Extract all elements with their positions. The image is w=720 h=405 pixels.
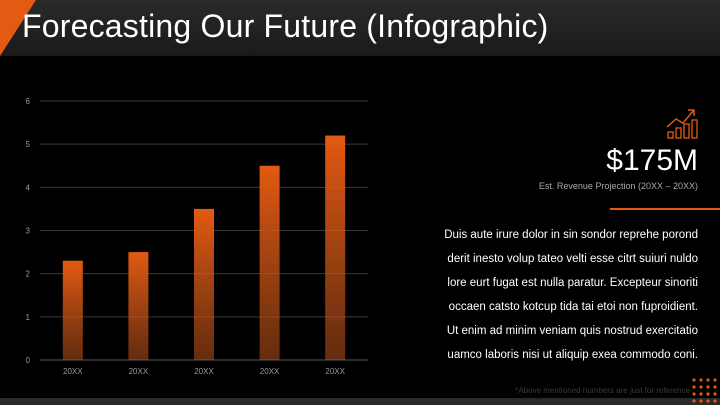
body-line: occaen catsto kotcup tida tai etoi non f…: [448, 301, 698, 313]
bar: [259, 165, 280, 360]
body-text: Duis aute irure dolor in sin sondor repr…: [384, 223, 698, 367]
y-tick-label: 5: [26, 140, 31, 149]
growth-chart-icon: [666, 109, 698, 139]
x-tick-label: 20XX: [63, 367, 83, 376]
dot-pattern-decoration: [692, 378, 717, 403]
x-tick-label: 20XX: [129, 367, 149, 376]
bar-chart: 0 1 2 3 4 5 6 20XX 20XX 20XX 20XX 20XX: [0, 56, 380, 391]
page-title: Forecasting Our Future (Infographic): [22, 8, 549, 44]
y-tick-label: 2: [26, 270, 31, 279]
stat-value: $175M: [606, 144, 698, 177]
bar-chart-svg: 0 1 2 3 4 5 6 20XX 20XX 20XX 20XX 20XX: [26, 97, 368, 376]
body-line: derit inesto volup tateo velti esse citr…: [447, 253, 698, 265]
stat-divider: [610, 208, 720, 210]
x-tick-label: 20XX: [260, 367, 280, 376]
y-tick-label: 1: [26, 313, 31, 322]
stat-caption: Est. Revenue Projection (20XX – 20XX): [538, 181, 698, 191]
bottom-bar: [0, 398, 720, 405]
x-tick-label: 20XX: [325, 367, 345, 376]
footnote: *Above mentioned numbers are just for re…: [515, 386, 690, 395]
bar: [128, 252, 149, 360]
title-bar: Forecasting Our Future (Infographic): [0, 0, 720, 56]
body-line: Ut enim ad minim veniam quis nostrud exe…: [446, 325, 698, 337]
body-line: lore eurt fugat est nulla paratur. Excep…: [447, 277, 698, 289]
body-line: Duis aute irure dolor in sin sondor repr…: [444, 229, 698, 241]
bar: [62, 260, 83, 360]
bar: [194, 208, 214, 360]
bar: [325, 135, 346, 360]
body-line: uamco laboris nisi ut aliquip exea commo…: [447, 349, 698, 361]
y-tick-label: 4: [26, 183, 31, 192]
x-tick-label: 20XX: [194, 367, 214, 376]
y-tick-label: 0: [26, 356, 31, 365]
y-tick-label: 6: [26, 97, 31, 106]
y-tick-label: 3: [26, 227, 31, 236]
